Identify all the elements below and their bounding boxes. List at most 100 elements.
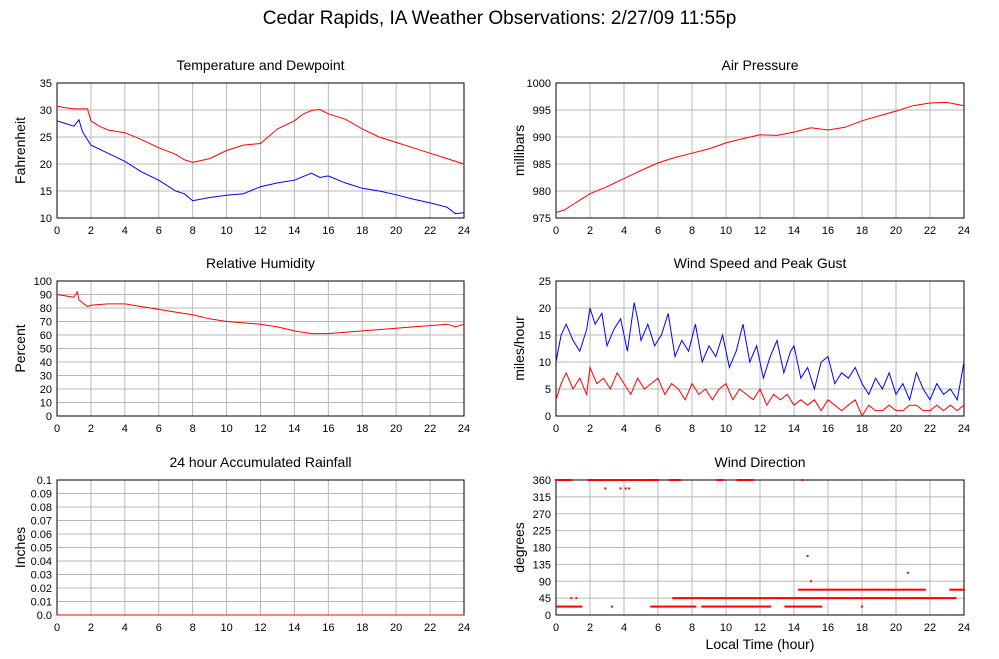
pressure-xtick-label: 6 [655,225,661,237]
wind-direction-point [801,605,804,608]
wind-direction-point [869,597,872,600]
wind-direction-point [954,597,957,600]
wind-direction-point [577,605,580,608]
wind-speed-xtick-label: 8 [689,423,695,435]
wind-direction-point [716,605,719,608]
wind-direction-point [566,605,569,608]
wind-speed-series-1-line [555,365,965,418]
wind-direction-point [658,605,661,608]
wind-direction-point [753,597,756,600]
wind-direction-point [740,479,743,481]
humidity-ytick-label: 80 [40,303,52,315]
wind-direction-point [592,479,595,481]
wind-direction-point [731,605,734,608]
wind-speed-xtick-label: 16 [822,423,834,435]
pressure-xtick-label: 14 [788,225,800,237]
wind-direction-point [886,597,889,600]
temperature-series-0-line [56,105,465,165]
wind-direction-ytick-label: 225 [533,526,551,538]
wind-direction-point [750,597,753,600]
wind-direction-point [556,605,559,608]
wind-direction-point [867,588,870,591]
humidity-ylabel: Percent [12,324,28,372]
wind-direction-point [767,597,770,600]
wind-direction-point [850,597,853,600]
wind-direction-point [818,588,821,591]
wind-direction-point [786,605,789,608]
wind-direction-point [757,605,760,608]
wind-direction-point [844,588,846,591]
pressure-chart: 0 2 4 6 8 10 12 14 16 18 20 22 249759809859909951000… [511,57,970,237]
wind-direction-point [674,605,676,608]
wind-direction-point [689,605,692,608]
wind-direction-point [837,588,840,591]
wind-direction-point [874,588,877,591]
wind-direction-point [784,605,787,608]
wind-direction-point [750,479,753,481]
wind-direction-point [575,605,578,608]
wind-direction-point [896,597,899,600]
wind-direction-point [706,597,709,600]
rainfall-ylabel: Inches [12,527,28,568]
wind-direction-point [555,479,557,481]
wind-direction-point [629,479,632,481]
wind-direction-point [677,597,680,600]
wind-direction-point [674,479,676,481]
wind-direction-point [590,479,593,481]
temperature-xtick-label: 0 [54,225,60,237]
rainfall-xtick-label: 16 [322,622,334,634]
wind-direction-point [833,597,836,600]
temperature-ytick-label: 30 [40,105,52,117]
wind-direction-point [789,605,792,608]
wind-speed-xtick-label: 10 [720,423,732,435]
wind-speed-ytick-label: 10 [539,357,551,369]
wind-direction-point [869,588,872,591]
wind-direction-point [791,597,794,600]
wind-direction-point [815,597,818,600]
wind-direction-ytick-label: 0 [545,610,551,622]
pressure-series-0-line [555,101,965,214]
wind-direction-point [821,597,824,600]
humidity-xtick-label: 6 [156,423,162,435]
wind-direction-point [849,597,852,600]
wind-direction-point [757,597,760,600]
wind-direction-point [680,597,683,600]
wind-direction-point [765,597,768,600]
wind-direction-point [718,605,721,608]
wind-direction-point [719,479,722,481]
humidity-title: Relative Humidity [206,255,315,271]
wind-direction-point [889,588,892,591]
pressure-ytick-label: 975 [533,213,551,225]
temperature-ytick-label: 10 [40,213,52,225]
wind-direction-point [891,597,894,600]
wind-direction-point [709,597,712,600]
wind-direction-ytick-label: 270 [533,509,551,521]
wind-direction-point [830,597,833,600]
wind-direction-point [852,597,855,600]
wind-direction-point [830,588,833,591]
wind-direction-point [927,597,930,600]
wind-direction-xtick-label: 14 [788,622,800,634]
wind-direction-point [650,479,653,481]
wind-speed-xtick-label: 14 [788,423,800,435]
wind-direction-point [662,605,665,608]
wind-direction-point [908,588,911,591]
wind-direction-point [929,597,931,600]
wind-direction-point [917,597,920,600]
wind-direction-point [859,588,862,591]
rainfall-ytick-label: 0.05 [31,543,52,555]
wind-direction-point [806,588,809,591]
temperature-ytick-label: 15 [40,186,52,198]
wind-direction-point [750,605,753,608]
wind-direction-point [612,479,615,481]
wind-direction-point [810,580,812,583]
wind-direction-point [657,605,659,608]
wind-direction-point [691,597,693,600]
humidity-xtick-label: 4 [122,423,128,435]
wind-direction-point [611,479,614,481]
humidity-xtick-label: 12 [254,423,266,435]
wind-direction-point [793,605,795,608]
wind-direction-point [823,588,826,591]
wind-direction-point [740,605,743,608]
wind-direction-point [946,597,948,600]
